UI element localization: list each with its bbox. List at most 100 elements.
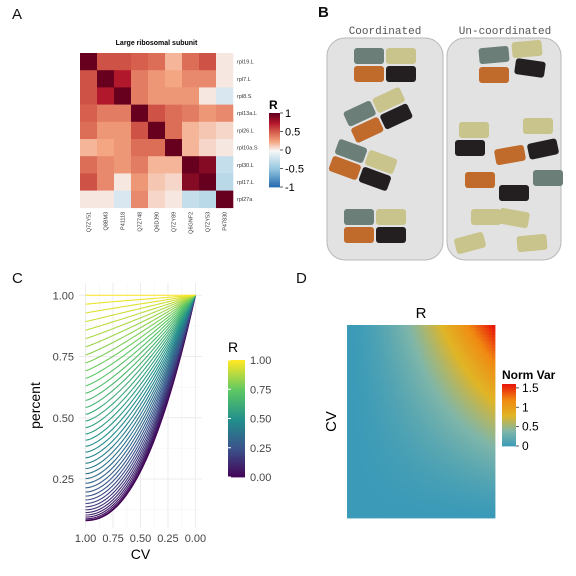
heatmap-cell <box>417 402 422 406</box>
heatmap-cell <box>417 366 422 371</box>
heatmap-cell <box>470 508 474 512</box>
heatmap-cell <box>414 360 419 364</box>
heatmap-cell <box>458 476 462 480</box>
heatmap-cell <box>350 505 354 509</box>
heatmap-cell <box>368 408 373 413</box>
legend-swatch <box>228 467 245 471</box>
heatmap-cell <box>458 325 462 329</box>
heatmap-cell <box>390 408 394 413</box>
heatmap-cell <box>405 376 410 381</box>
heatmap-cell <box>427 421 431 426</box>
heatmap-cell <box>448 476 453 480</box>
heatmap-cell <box>421 421 425 426</box>
heatmap-cell <box>402 514 406 519</box>
heatmap-legend-swatch <box>269 114 280 118</box>
heatmap-cell <box>399 485 403 490</box>
heatmap-cell <box>417 331 422 336</box>
heatmap-cell <box>488 444 493 448</box>
heatmap-cell <box>377 402 382 406</box>
heatmap-cell <box>365 379 369 384</box>
heatmap-cell <box>473 408 477 413</box>
heatmap-cell <box>347 489 351 493</box>
heatmap-cell <box>414 350 419 355</box>
heatmap-cell <box>374 331 379 336</box>
heatmap-cell <box>402 463 406 467</box>
heatmap-cell <box>380 489 385 493</box>
heatmap-cell <box>458 434 462 438</box>
heatmap-cell <box>414 334 419 339</box>
heatmap-cell <box>350 447 354 451</box>
heatmap-cell <box>458 418 462 422</box>
heatmap-cell <box>461 370 465 374</box>
heatmap-cell <box>359 424 363 429</box>
heatmap-cell <box>467 492 471 496</box>
panel-letter-b: B <box>318 4 329 21</box>
heatmap-title: Large ribosomal subunit <box>116 40 198 47</box>
heatmap-cell <box>442 424 447 429</box>
heatmap-cell <box>148 87 166 105</box>
legend-swatch <box>502 436 516 439</box>
heatmap-cell <box>350 476 354 480</box>
heatmap-cell <box>362 353 366 358</box>
heatmap-cell <box>405 405 410 410</box>
heatmap-cell <box>467 360 471 364</box>
heatmap-cell <box>451 469 456 474</box>
heatmap-cell <box>436 492 440 496</box>
heatmap-cell <box>430 337 434 342</box>
heatmap-cell <box>408 424 413 429</box>
heatmap-cell <box>427 501 431 506</box>
heatmap-cell <box>356 402 360 406</box>
heatmap-legend-swatch <box>269 120 280 123</box>
heatmap-cell <box>405 373 410 377</box>
heatmap-cell <box>442 353 447 358</box>
heatmap-cell <box>399 482 403 487</box>
legend-swatch <box>228 460 245 464</box>
heatmap-legend-swatch <box>269 177 280 180</box>
heatmap-cell <box>427 344 431 348</box>
series-line <box>85 295 196 514</box>
heatmap-cell <box>448 514 453 519</box>
heatmap-cell <box>408 485 413 490</box>
legend-swatch <box>228 420 245 424</box>
heatmap-cell <box>470 344 474 348</box>
heatmap-cell <box>448 379 453 384</box>
heatmap-cell <box>424 434 428 438</box>
heatmap-cell <box>365 508 369 512</box>
heatmap-cell <box>399 427 403 432</box>
heatmap-cell <box>467 511 471 516</box>
heatmap-cell <box>467 337 471 342</box>
heatmap-cell <box>347 328 351 332</box>
heatmap-cell <box>402 456 406 461</box>
heatmap-cell <box>408 508 413 512</box>
heatmap-cell <box>371 418 376 422</box>
heatmap-cell <box>353 415 357 419</box>
heatmap-cell <box>411 492 416 496</box>
heatmap-cell <box>427 508 431 512</box>
heatmap-cell <box>424 485 428 490</box>
heatmap-cell <box>479 453 484 458</box>
heatmap-cell <box>399 463 403 467</box>
heatmap-cell <box>470 450 474 455</box>
heatmap-cell <box>199 70 217 88</box>
heatmap-cell <box>491 476 496 480</box>
heatmap-cell <box>371 498 376 503</box>
heatmap-cell <box>353 408 357 413</box>
heatmap-cell <box>421 514 425 519</box>
heatmap-cell <box>350 334 354 339</box>
heatmap-cell <box>464 463 468 467</box>
legend-swatch <box>228 371 245 375</box>
heatmap-cell <box>445 331 450 336</box>
heatmap-cell <box>430 456 434 461</box>
heatmap-cell <box>384 427 388 432</box>
heatmap-cell <box>491 495 496 500</box>
heatmap-cell <box>362 411 366 416</box>
heatmap-cell <box>405 463 410 467</box>
heatmap-cell <box>148 190 166 209</box>
heatmap-cell <box>488 379 493 384</box>
heatmap-cell <box>488 431 493 435</box>
heatmap-cell <box>442 472 447 477</box>
heatmap-cell <box>448 495 453 500</box>
heatmap-cell <box>371 376 376 381</box>
heatmap-cell <box>377 382 382 387</box>
heatmap-cell <box>439 398 443 403</box>
